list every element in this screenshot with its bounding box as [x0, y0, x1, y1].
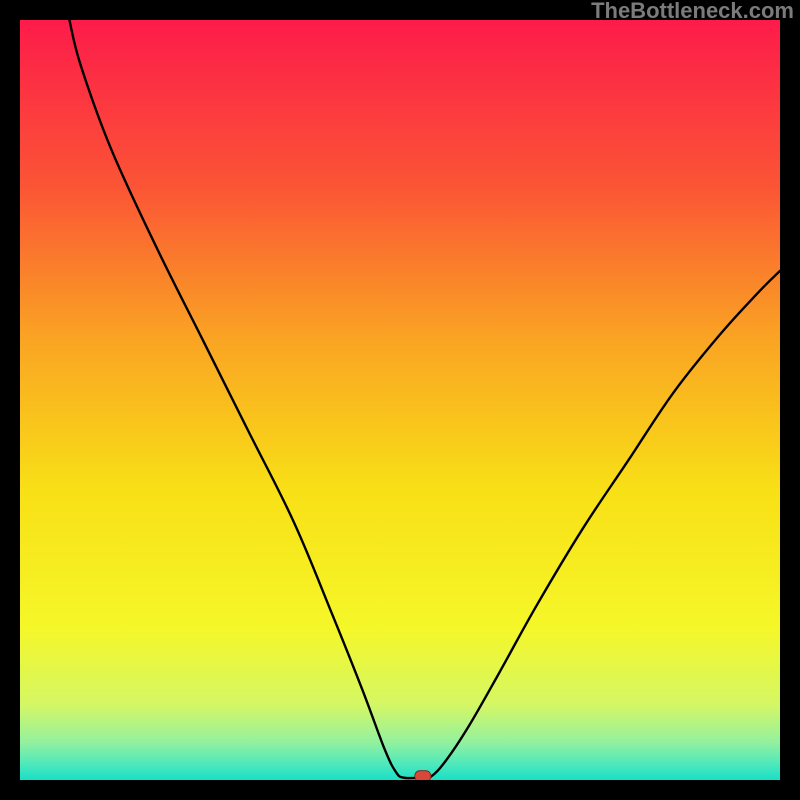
chart-frame: TheBottleneck.com: [0, 0, 800, 800]
optimal-marker: [415, 771, 431, 780]
plot-area: [20, 20, 780, 780]
bottleneck-plot-svg: [20, 20, 780, 780]
watermark-text: TheBottleneck.com: [591, 0, 794, 22]
gradient-background: [20, 20, 780, 780]
